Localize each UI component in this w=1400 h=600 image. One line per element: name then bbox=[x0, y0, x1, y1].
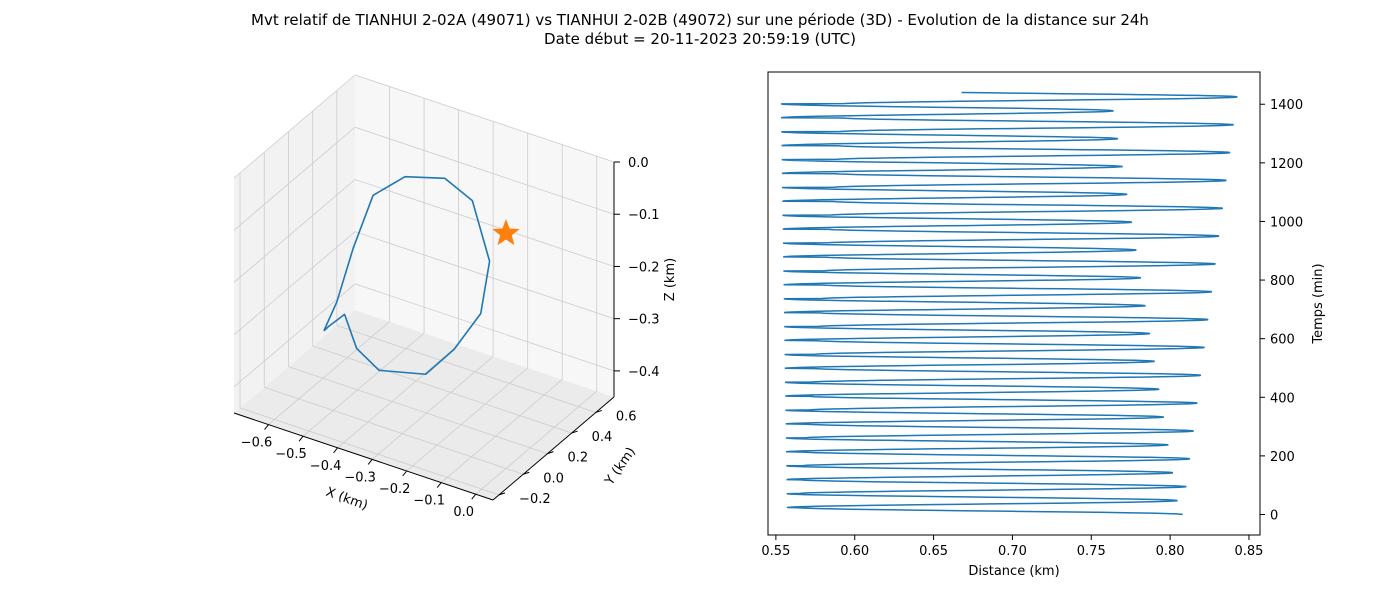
pane-floor bbox=[234, 310, 614, 500]
z-axis-label: Z (km) bbox=[663, 258, 678, 301]
grid-z-left bbox=[233, 231, 356, 335]
x-tick-label: 0.55 bbox=[761, 544, 790, 559]
x-tick-mark bbox=[471, 493, 477, 500]
x-tick-label: −0.1 bbox=[413, 494, 445, 509]
y-tick-label: 800 bbox=[1270, 274, 1295, 289]
y-tick-label: 400 bbox=[1270, 391, 1295, 406]
x-tick-label: −0.5 bbox=[275, 447, 307, 462]
x-tick-label: 0.85 bbox=[1234, 544, 1263, 559]
grid-z-back bbox=[354, 74, 615, 163]
y-tick-label: 600 bbox=[1270, 333, 1295, 348]
x-tick-mark bbox=[367, 459, 373, 465]
x-axis-label: Distance (km) bbox=[968, 564, 1059, 579]
figure-title-line2: Date début = 20-11-2023 20:59:19 (UTC) bbox=[544, 30, 856, 48]
trajectory-line bbox=[323, 175, 491, 376]
grid-x-floor bbox=[302, 332, 425, 437]
plot-frame bbox=[767, 71, 1261, 536]
y-tick-label: 0 bbox=[1270, 508, 1278, 523]
grid-x-floor bbox=[268, 321, 390, 425]
grid-y-floor bbox=[239, 407, 500, 496]
grid-z-left bbox=[233, 283, 356, 388]
grid-x-floor bbox=[440, 379, 563, 483]
y-tick-mark bbox=[571, 430, 578, 434]
y-tick-label: 1000 bbox=[1270, 215, 1303, 230]
grid-z-left bbox=[233, 74, 356, 179]
x-tick-label: −0.3 bbox=[344, 470, 376, 485]
figure-title-line1: Mvt relatif de TIANHUI 2-02A (49071) vs … bbox=[251, 11, 1149, 29]
z-tick-label: −0.1 bbox=[628, 208, 660, 223]
grid-z-back bbox=[354, 231, 615, 320]
y-tick-mark bbox=[595, 409, 603, 413]
chart-3d-trajectory: −0.6−0.5−0.4−0.3−0.2−0.10.0X (km) −0.20.0… bbox=[233, 74, 678, 520]
x-tick-mark bbox=[436, 482, 442, 488]
z-tick-label: 0.0 bbox=[628, 156, 649, 171]
grid-y-floor bbox=[336, 325, 596, 413]
x-axis-line bbox=[233, 412, 494, 501]
x-tick-label: 0.75 bbox=[1077, 544, 1106, 559]
pane-back bbox=[355, 75, 614, 397]
y-tick-mark bbox=[498, 492, 506, 496]
grid-x-floor bbox=[475, 390, 597, 495]
y-tick-label: 1400 bbox=[1270, 98, 1303, 113]
z-tick-label: −0.3 bbox=[628, 313, 660, 328]
y-tick-label: 0.0 bbox=[543, 471, 564, 486]
x-axis-label: X (km) bbox=[324, 485, 370, 514]
x-tick-mark bbox=[333, 447, 338, 454]
y-tick-label: 1200 bbox=[1270, 157, 1303, 172]
x-tick-label: 0.60 bbox=[840, 544, 869, 559]
x-tick-label: 0.80 bbox=[1156, 544, 1185, 559]
x-tick-label: −0.4 bbox=[310, 459, 342, 474]
x-tick-label: 0.0 bbox=[453, 505, 474, 520]
grid-x-floor bbox=[371, 356, 494, 460]
y-tick-label: 0.2 bbox=[567, 451, 588, 466]
x-tick-mark bbox=[402, 470, 408, 477]
y-tick-label: 0.6 bbox=[616, 409, 637, 424]
z-tick-label: −0.2 bbox=[628, 260, 660, 275]
x-tick-label: 0.70 bbox=[998, 544, 1027, 559]
grid-z-back bbox=[354, 179, 615, 267]
x-tick-label: 0.65 bbox=[919, 544, 948, 559]
y-tick-label: 200 bbox=[1270, 450, 1295, 465]
x-tick-mark bbox=[264, 424, 269, 430]
x-tick-label: −0.6 bbox=[241, 436, 273, 451]
z-tick-label: −0.4 bbox=[628, 365, 660, 380]
origin-star-marker bbox=[492, 219, 520, 246]
y-axis-label: Y (km) bbox=[602, 445, 639, 489]
grid-x-floor bbox=[406, 367, 528, 472]
grid-y-floor bbox=[288, 366, 548, 455]
x-tick-mark bbox=[298, 435, 304, 442]
y-axis-line bbox=[492, 396, 615, 501]
x-tick-label: −0.2 bbox=[379, 482, 411, 497]
y-tick-label: −0.2 bbox=[519, 492, 551, 507]
y-tick-mark bbox=[523, 471, 530, 475]
chart-distance-time: 0.55 0.60 0.65 0.70 0.75 0.80 0.85 Distance (km… bbox=[761, 71, 1326, 579]
y-tick-label: 0.4 bbox=[592, 430, 613, 445]
grid-y-floor bbox=[312, 345, 572, 434]
grid-z-left bbox=[233, 179, 356, 283]
grid-y-floor bbox=[264, 386, 524, 475]
distance-line bbox=[780, 91, 1238, 516]
grid-z-left bbox=[233, 126, 356, 231]
y-axis-label: Temps (min) bbox=[1311, 263, 1326, 344]
y-tick-mark bbox=[547, 451, 554, 455]
grid-z-back bbox=[354, 126, 615, 215]
grid-z-back bbox=[354, 283, 615, 372]
